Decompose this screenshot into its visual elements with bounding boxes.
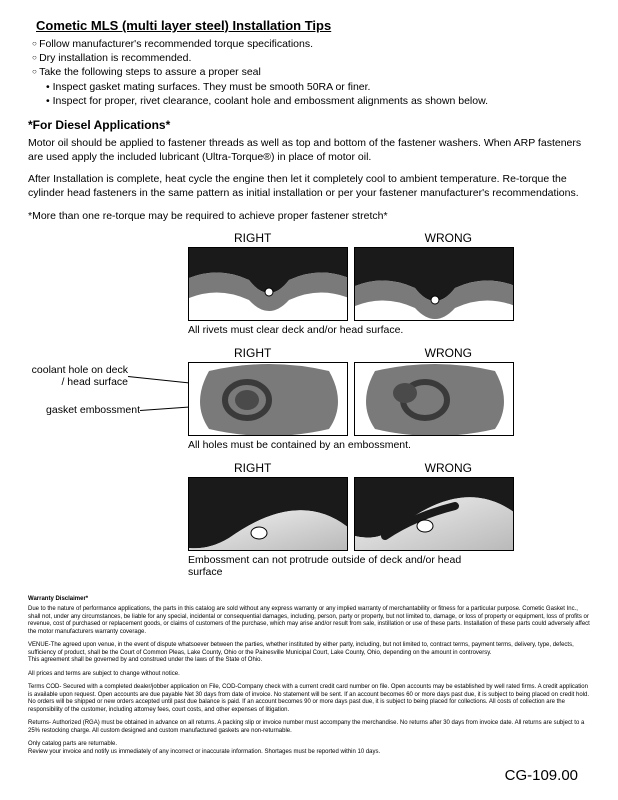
label-right: RIGHT <box>234 461 271 475</box>
panel-hole-right <box>188 362 348 436</box>
warranty-disclaimer: Warranty Disclaimer* Due to the nature o… <box>28 596 590 757</box>
figure-row-holes: coolant hole on deck / head surface gask… <box>28 346 590 451</box>
label-wrong: WRONG <box>425 461 472 475</box>
label-right: RIGHT <box>234 231 271 245</box>
sub-bullet-item: Inspect for proper, rivet clearance, coo… <box>28 94 590 108</box>
bullet-item: Take the following steps to assure a pro… <box>28 65 590 79</box>
bullet-item: Follow manufacturer's recommended torque… <box>28 37 590 51</box>
figure-row-embossment: RIGHT WRONG <box>28 461 590 578</box>
disclaimer-paragraph: VENUE-The agreed upon venue, in the even… <box>28 642 590 665</box>
caption-embossment: Embossment can not protrude outside of d… <box>188 554 488 578</box>
bullet-item: Dry installation is recommended. <box>28 51 590 65</box>
disclaimer-heading: Warranty Disclaimer* <box>28 596 590 604</box>
diesel-paragraph: *More than one re-torque may be required… <box>28 209 590 223</box>
panel-rivet-wrong <box>354 247 514 321</box>
page-title: Cometic MLS (multi layer steel) Installa… <box>36 18 590 33</box>
caption-holes: All holes must be contained by an emboss… <box>188 439 518 451</box>
sub-bullet-item: Inspect gasket mating surfaces. They mus… <box>28 80 590 94</box>
figure-row-rivets: RIGHT WRONG <box>28 231 590 336</box>
caption-rivets: All rivets must clear deck and/or head s… <box>188 324 518 336</box>
diesel-paragraph: Motor oil should be applied to fastener … <box>28 136 590 164</box>
document-number: CG-109.00 <box>505 767 578 784</box>
panel-emboss-right <box>188 477 348 551</box>
disclaimer-paragraph: Terms COD- Secured with a completed deal… <box>28 684 590 714</box>
diesel-heading: *For Diesel Applications* <box>28 118 590 132</box>
panel-emboss-wrong <box>354 477 514 551</box>
annotation-coolant-hole: coolant hole on deck / head surface <box>28 364 128 389</box>
disclaimer-paragraph: All prices and terms are subject to chan… <box>28 671 590 679</box>
figures-area: RIGHT WRONG <box>28 231 590 578</box>
label-wrong: WRONG <box>425 346 472 360</box>
panel-hole-wrong <box>354 362 514 436</box>
label-right: RIGHT <box>234 346 271 360</box>
disclaimer-paragraph: Only catalog parts are returnable. Revie… <box>28 741 590 756</box>
diesel-paragraph: After Installation is complete, heat cyc… <box>28 172 590 200</box>
bullet-list: Follow manufacturer's recommended torque… <box>28 37 590 108</box>
disclaimer-paragraph: Returns- Authorized (RGA) must be obtain… <box>28 720 590 735</box>
annotation-gasket-embossment: gasket embossment <box>28 404 140 417</box>
panel-rivet-right <box>188 247 348 321</box>
label-wrong: WRONG <box>425 231 472 245</box>
disclaimer-paragraph: Due to the nature of performance applica… <box>28 606 590 636</box>
